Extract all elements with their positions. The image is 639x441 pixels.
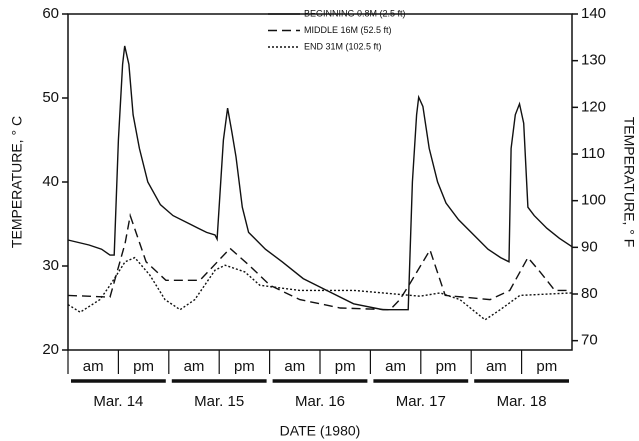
y2-tick-label: 130 — [581, 52, 606, 69]
y-tick-label: 60 — [42, 5, 59, 22]
y-tick-label: 20 — [42, 341, 59, 358]
y2-tick-label: 90 — [581, 238, 598, 255]
y-tick-label: 30 — [42, 257, 59, 274]
y-axis-label: TEMPERATURE, ° C — [9, 116, 25, 248]
period-label: pm — [234, 358, 255, 375]
day-label: Mar. 17 — [396, 393, 446, 410]
series-line — [67, 212, 572, 311]
series-line — [67, 45, 573, 311]
period-label: pm — [133, 358, 154, 375]
day-label: Mar. 18 — [497, 393, 547, 410]
period-label: am — [385, 358, 406, 375]
period-label: pm — [536, 358, 557, 375]
legend-label: END 31M (102.5 ft) — [304, 41, 382, 51]
y2-tick-label: 100 — [581, 192, 606, 209]
y2-tick-label: 80 — [581, 285, 598, 302]
period-label: am — [184, 358, 205, 375]
day-label: Mar. 14 — [93, 393, 143, 410]
period-label: am — [83, 358, 104, 375]
y2-tick-label: 70 — [581, 332, 598, 349]
period-label: pm — [436, 358, 457, 375]
legend-label: MIDDLE 16M (52.5 ft) — [304, 25, 392, 35]
legend-label: BEGINNING 0.8M (2.5 ft) — [304, 8, 406, 18]
period-label: am — [486, 358, 507, 375]
day-label: Mar. 15 — [194, 393, 244, 410]
y-tick-label: 50 — [42, 89, 59, 106]
period-label: pm — [335, 358, 356, 375]
period-label: am — [284, 358, 305, 375]
day-label: Mar. 16 — [295, 393, 345, 410]
y2-tick-label: 120 — [581, 98, 606, 115]
y-tick-label: 40 — [42, 173, 59, 190]
x-axis-label: DATE (1980) — [280, 423, 361, 439]
y2-tick-label: 110 — [581, 145, 605, 162]
plot-frame — [67, 13, 573, 351]
y2-axis-label: TEMPERATURE, ° F — [621, 117, 637, 248]
series-line — [67, 256, 573, 321]
y2-tick-label: 140 — [581, 5, 606, 22]
